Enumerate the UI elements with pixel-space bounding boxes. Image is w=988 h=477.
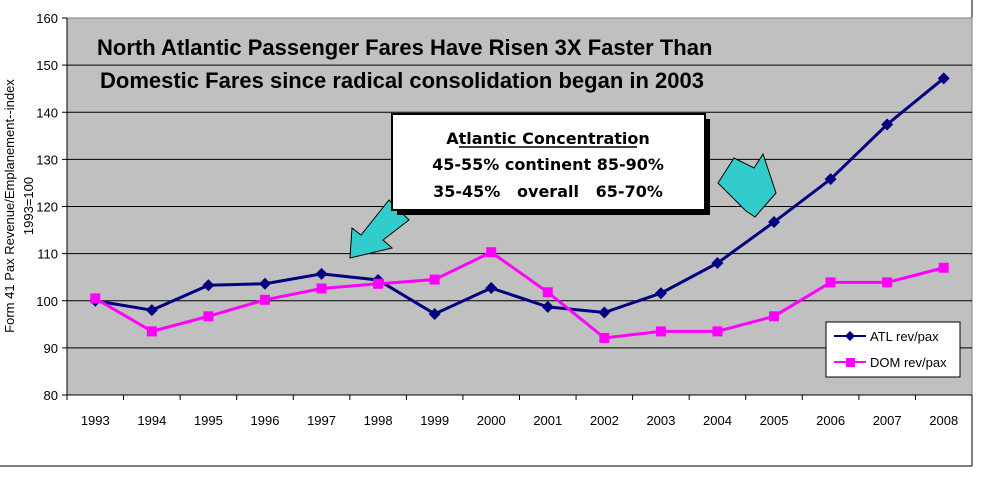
y-axis-label-line1: Form 41 Pax Revenue/Emplanement--index: [2, 79, 17, 333]
annotation-line1: 45-55% continent 85-90%: [432, 155, 664, 174]
data-point: [542, 287, 553, 298]
data-point: [654, 287, 667, 300]
data-point: [485, 282, 498, 295]
legend-marker-atl: [845, 331, 855, 341]
x-tick-label: 1993: [81, 413, 110, 428]
series-line: [95, 77, 945, 316]
data-point: [203, 311, 214, 322]
data-point: [146, 326, 157, 337]
x-axis-ticks: 1993 1994 1995 1996 1997 1998 1999 2000 2001 2002…: [66, 395, 973, 428]
y-tick-label: 110: [37, 247, 58, 262]
data-point: [769, 311, 780, 322]
annotation-line2: 35-45% overall 65-70%: [433, 182, 663, 201]
data-point: [202, 279, 215, 292]
data-point: [655, 326, 666, 337]
data-point: [599, 332, 610, 343]
x-tick-label: 2003: [646, 413, 675, 428]
x-tick-label: 2000: [477, 413, 506, 428]
data-point: [937, 72, 950, 85]
x-tick-label: 1996: [251, 413, 280, 428]
arrow-left-shape: [349, 199, 410, 259]
y-tick-label: 90: [44, 341, 58, 356]
data-point: [316, 283, 327, 294]
data-point: [598, 306, 611, 319]
y-axis-label: Form 41 Pax Revenue/Emplanement--index 1…: [2, 79, 36, 333]
y-tick-label: 80: [44, 388, 58, 403]
x-tick-label: 1997: [307, 413, 336, 428]
y-tick-label: 120: [36, 200, 58, 215]
chart-title-line1: North Atlantic Passenger Fares Have Rise…: [97, 35, 712, 60]
y-tick-label: 130: [36, 152, 58, 167]
x-tick-label: 2004: [703, 413, 732, 428]
chart-title-line2: Domestic Fares since radical consolidati…: [100, 68, 704, 93]
arrow-right: [717, 152, 777, 218]
annotation-heading: Atlantic Concentration: [446, 129, 650, 148]
legend-item-dom: DOM rev/pax: [834, 355, 947, 370]
arrow-right-shape: [717, 152, 777, 218]
legend-box: [825, 321, 961, 378]
data-point: [428, 307, 441, 320]
legend-label-dom: DOM rev/pax: [870, 355, 947, 370]
data-point: [882, 277, 893, 288]
data-point: [145, 304, 158, 317]
x-tick-label: 1994: [137, 413, 166, 428]
y-axis-label-line2: 1993=100: [21, 177, 36, 235]
data-point: [712, 326, 723, 337]
data-point: [259, 294, 270, 305]
x-tick-label: 2001: [533, 413, 562, 428]
data-point: [824, 173, 837, 186]
annotation-panel: [391, 113, 706, 211]
legend-marker-dom: [846, 358, 855, 367]
y-tick-label: 140: [36, 105, 58, 120]
x-tick-label: 2002: [590, 413, 619, 428]
y-tick-label: 160: [36, 11, 58, 26]
series-dom: [90, 247, 949, 343]
data-point: [825, 277, 836, 288]
x-tick-label: 1999: [420, 413, 449, 428]
data-point: [938, 262, 949, 273]
legend: ATL rev/pax DOM rev/pax: [825, 321, 961, 378]
data-point: [90, 293, 101, 304]
data-point: [881, 118, 894, 131]
x-tick-label: 1995: [194, 413, 223, 428]
x-tick-label: 2005: [760, 413, 789, 428]
data-point: [711, 257, 724, 270]
legend-item-atl: ATL rev/pax: [834, 329, 939, 344]
x-tick-label: 2007: [873, 413, 902, 428]
series-line: [94, 250, 945, 340]
data-point: [258, 277, 271, 290]
legend-label-atl: ATL rev/pax: [870, 329, 939, 344]
x-tick-label: 2006: [816, 413, 845, 428]
x-tick-label: 1998: [364, 413, 393, 428]
data-point: [541, 300, 554, 313]
data-point: [373, 278, 384, 289]
y-axis-ticks: 80 90 100 110 120 130 140 150 160: [36, 11, 67, 403]
data-point: [315, 267, 328, 280]
arrow-left: [349, 199, 410, 259]
data-point: [768, 216, 781, 229]
series-layer: [89, 72, 950, 343]
x-tick-label: 2008: [929, 413, 958, 428]
data-point: [486, 247, 497, 258]
annotation-box: Atlantic Concentration 45-55% continent …: [391, 113, 710, 215]
y-tick-label: 100: [36, 294, 58, 309]
y-tick-label: 150: [36, 58, 58, 73]
series-atl: [89, 72, 950, 320]
data-point: [429, 274, 440, 285]
